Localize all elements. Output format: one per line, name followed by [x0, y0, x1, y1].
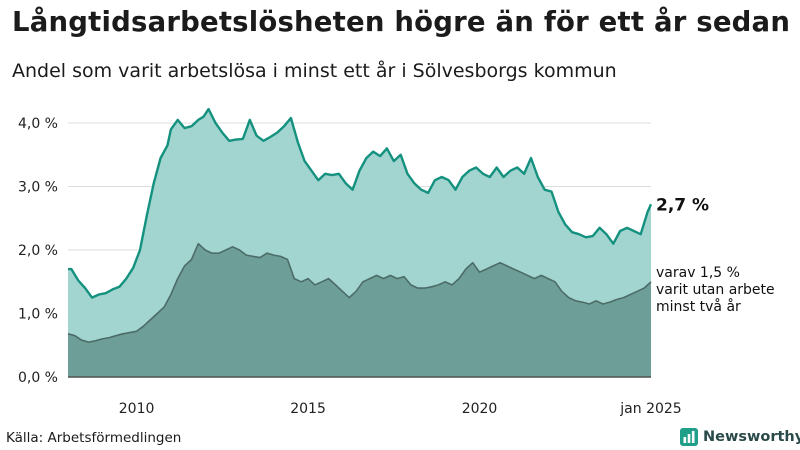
total-end-label: 2,7 %: [656, 195, 709, 215]
chart-title: Långtidsarbetslösheten högre än för ett …: [12, 6, 791, 38]
sub-end-label-line: varav 1,5 %: [656, 265, 740, 281]
y-tick-label: 2,0 %: [18, 243, 58, 259]
y-tick-label: 1,0 %: [18, 307, 58, 323]
sub-end-label-line: minst två år: [656, 298, 741, 315]
area-chart: 0,0 % 1,0 % 2,0 % 3,0 % 4,0 % 2010 2015 2020 jan…: [18, 107, 775, 417]
y-tick-label: 0,0 %: [18, 370, 58, 386]
sub-end-label-line: varit utan arbete: [656, 282, 775, 298]
newsworthy-logo-icon: [680, 428, 698, 446]
x-tick-label: jan 2025: [619, 401, 681, 417]
sub-end-label: varav 1,5 % varit utan arbete minst två år: [656, 265, 775, 315]
brand-logo: Newsworthy: [680, 426, 800, 448]
x-tick-label: 2010: [119, 401, 155, 417]
sub-series-area: [68, 243, 651, 377]
y-tick-label: 4,0 %: [18, 116, 58, 132]
source-note: Källa: Arbetsförmedlingen: [6, 430, 182, 446]
y-tick-label: 3,0 %: [18, 180, 58, 196]
x-tick-label: 2015: [290, 401, 326, 417]
x-tick-label: 2020: [462, 401, 498, 417]
chart-subtitle: Andel som varit arbetslösa i minst ett å…: [12, 60, 617, 82]
brand-name: Newsworthy: [703, 429, 800, 445]
sub-series-line: [67, 242, 652, 343]
total-series-line: [68, 107, 653, 299]
